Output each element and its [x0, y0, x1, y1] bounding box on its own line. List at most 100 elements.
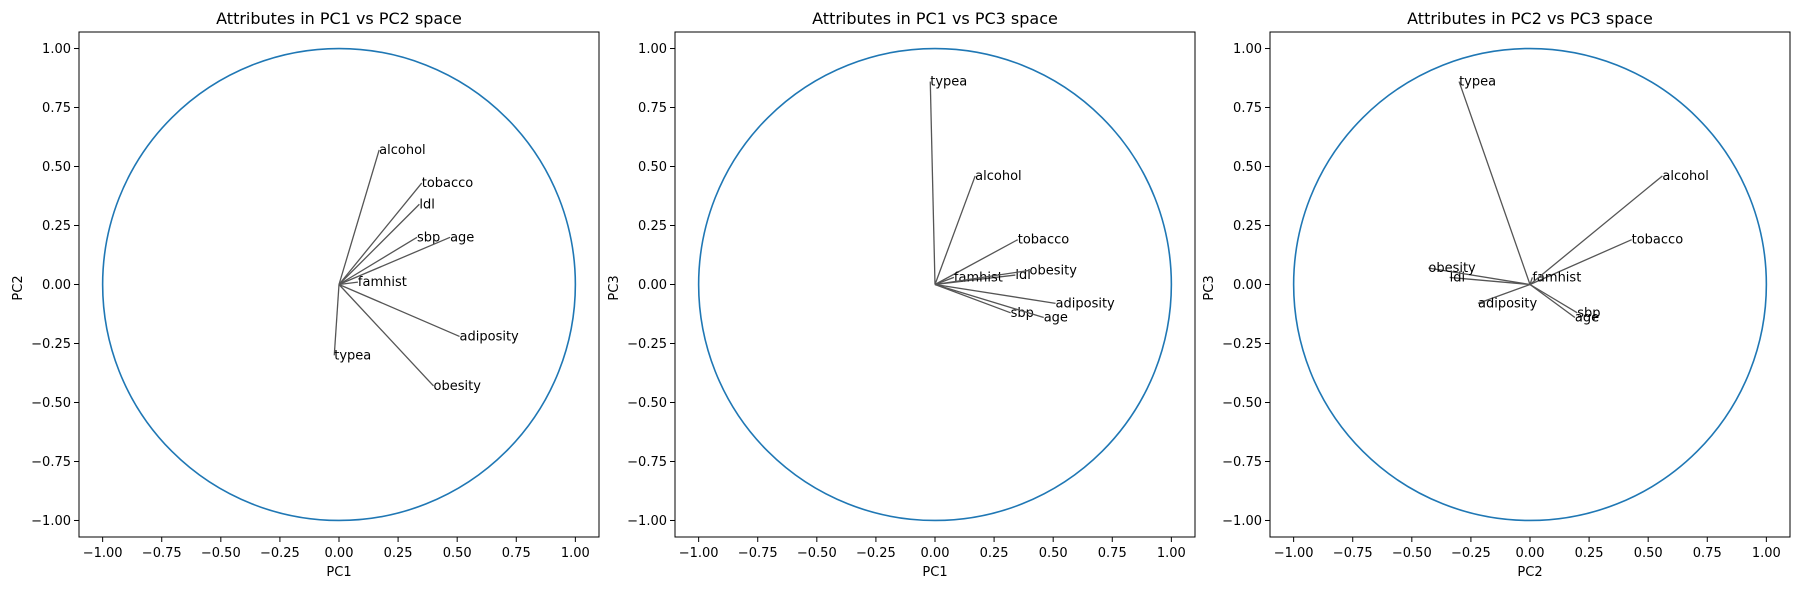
vector-adiposity [1477, 283, 1531, 304]
x-tick-label: 0.00 [325, 546, 354, 561]
x-tick-label: 0.25 [1575, 546, 1604, 561]
y-tick-label: 0.25 [1233, 219, 1262, 234]
y-tick-label: 0.50 [638, 160, 667, 175]
vector-obesity [338, 284, 435, 387]
vector-label-age: age [1575, 311, 1599, 326]
vector-label-adiposity: adiposity [1056, 296, 1116, 311]
vector-label-obesity: obesity [434, 379, 482, 394]
y-axis-label: PC3 [607, 275, 622, 300]
vector-tobacco [934, 239, 1019, 286]
vector-age [338, 236, 451, 286]
vector-label-ldl: ldl [1450, 270, 1465, 285]
vector-famhist [1529, 277, 1533, 285]
y-axis-label: PC3 [1202, 275, 1217, 300]
y-tick-label: 0.50 [42, 160, 71, 175]
x-tick-label: 0.75 [1098, 546, 1127, 561]
vector-label-tobacco: tobacco [422, 176, 474, 191]
chart-title: Attributes in PC1 vs PC3 space [812, 9, 1058, 28]
vector-label-alcohol: alcohol [1662, 169, 1708, 184]
x-tick-label: 0.25 [384, 546, 413, 561]
x-tick-label: 0.75 [1693, 546, 1722, 561]
x-tick-label: −1.00 [83, 546, 123, 561]
unit-circle [1292, 47, 1768, 522]
vector-sbp [338, 236, 418, 286]
y-tick-label: −1.00 [1222, 514, 1262, 529]
x-tick-label: 0.75 [502, 546, 531, 561]
y-tick-label: −0.50 [31, 396, 71, 411]
vector-label-tobacco: tobacco [1632, 233, 1684, 248]
x-tick-label: 0.00 [1516, 546, 1545, 561]
vector-label-tobacco: tobacco [1018, 233, 1070, 248]
y-tick-label: −0.50 [627, 396, 667, 411]
y-tick-label: 1.00 [42, 42, 71, 57]
x-tick-label: −0.25 [856, 546, 896, 561]
unit-circle [101, 47, 577, 522]
vector-obesity [934, 269, 1030, 286]
vector-label-alcohol: alcohol [379, 143, 425, 158]
x-tick-label: −1.00 [679, 546, 719, 561]
unit-circle [697, 47, 1173, 522]
vector-label-obesity: obesity [1428, 261, 1476, 276]
y-tick-label: −0.25 [627, 337, 667, 352]
vector-label-age: age [450, 230, 474, 245]
x-axis-label: PC1 [326, 565, 351, 580]
vector-label-sbp: sbp [1577, 306, 1600, 321]
vector-adiposity [338, 283, 460, 338]
x-tick-label: 1.00 [561, 546, 590, 561]
panel-pc2-pc3: Attributes in PC2 vs PC3 space PC2 PC3 −… [1202, 9, 1791, 580]
x-tick-label: −0.25 [1451, 546, 1491, 561]
y-axis-label: PC2 [11, 275, 26, 300]
x-tick-label: 0.50 [1039, 546, 1068, 561]
vector-alcohol [1529, 175, 1663, 286]
y-tick-label: 0.25 [42, 219, 71, 234]
x-tick-label: 1.00 [1157, 546, 1186, 561]
y-tick-label: −0.25 [31, 337, 71, 352]
x-tick-label: 0.00 [921, 546, 950, 561]
chart-title: Attributes in PC1 vs PC2 space [216, 9, 462, 28]
vector-label-typea: typea [1459, 75, 1496, 90]
panel-pc1-pc2: Attributes in PC1 vs PC2 space PC1 PC2 −… [11, 9, 600, 580]
y-tick-label: −0.75 [1222, 455, 1262, 470]
x-axis-label: PC2 [1517, 565, 1542, 580]
vector-obesity [1428, 267, 1531, 286]
y-tick-label: 0.00 [638, 278, 667, 293]
y-tick-label: 1.00 [638, 42, 667, 57]
vector-typea [333, 284, 340, 356]
vector-label-famhist: famhist [1532, 270, 1581, 285]
vector-label-adiposity: adiposity [460, 329, 520, 344]
y-tick-label: 0.00 [1233, 278, 1262, 293]
y-tick-label: 0.75 [42, 101, 71, 116]
y-tick-label: 0.50 [1233, 160, 1262, 175]
x-tick-label: −0.75 [738, 546, 778, 561]
x-tick-label: 0.50 [1634, 546, 1663, 561]
vector-age [1529, 283, 1576, 319]
y-tick-label: −1.00 [31, 514, 71, 529]
vector-label-adiposity: adiposity [1478, 296, 1538, 311]
vector-alcohol [934, 175, 976, 285]
y-tick-label: −1.00 [627, 514, 667, 529]
vector-adiposity [934, 283, 1056, 305]
y-tick-label: 0.00 [42, 278, 71, 293]
chart-title: Attributes in PC2 vs PC3 space [1407, 9, 1653, 28]
x-tick-label: 0.50 [443, 546, 472, 561]
vector-age [934, 283, 1044, 319]
panel-pc1-pc3: Attributes in PC1 vs PC3 space PC1 PC3 −… [607, 9, 1196, 580]
vector-famhist [934, 276, 955, 286]
vector-famhist [338, 281, 358, 286]
x-tick-label: −0.50 [797, 546, 837, 561]
vector-tobacco [1529, 239, 1632, 286]
vector-label-ldl: ldl [419, 197, 434, 212]
vector-sbp [934, 283, 1011, 314]
vector-label-sbp: sbp [417, 230, 440, 245]
vector-label-obesity: obesity [1030, 263, 1078, 278]
vector-label-typea: typea [334, 348, 371, 363]
y-tick-label: 0.75 [638, 101, 667, 116]
vector-tobacco [338, 182, 423, 285]
vector-ldl [1449, 276, 1531, 286]
vector-sbp [1529, 283, 1578, 314]
y-tick-label: −0.75 [627, 455, 667, 470]
y-tick-label: −0.25 [1222, 337, 1262, 352]
vector-label-typea: typea [930, 75, 967, 90]
x-tick-label: −0.75 [1333, 546, 1373, 561]
